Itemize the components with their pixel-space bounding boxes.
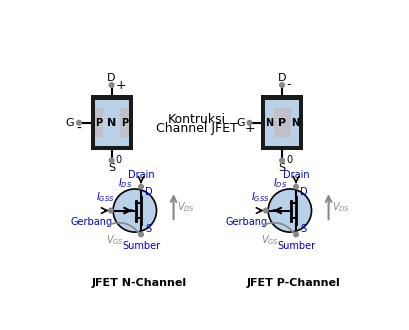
Bar [94,100,128,146]
Text: Sumber: Sumber [122,241,160,251]
FancyArrowPatch shape [108,223,138,232]
Text: JFET P-Channel: JFET P-Channel [247,278,341,287]
Circle shape [113,189,157,232]
Text: P: P [95,118,102,128]
Text: $I_{GSS}$: $I_{GSS}$ [96,191,115,204]
Circle shape [280,83,284,87]
Text: S: S [279,163,285,173]
Text: Gerbang: Gerbang [70,217,112,227]
Text: N: N [291,118,299,128]
Text: D: D [300,187,308,197]
Text: Gerbang: Gerbang [225,217,267,227]
Text: -: - [76,122,81,136]
Bar [265,108,274,137]
Text: N: N [265,118,273,128]
Text: 0: 0 [115,155,121,165]
Circle shape [139,184,143,189]
Text: $I_{DS}$: $I_{DS}$ [117,176,132,190]
Text: Channel JFET: Channel JFET [156,122,238,135]
Text: Drain: Drain [128,170,154,180]
Text: P: P [278,118,286,128]
FancyArrowPatch shape [263,223,293,232]
Text: $V_{GS}$: $V_{GS}$ [106,234,124,248]
Text: Sumber: Sumber [277,241,315,251]
Bar [120,108,128,137]
Circle shape [294,232,298,237]
Circle shape [268,189,312,232]
Text: G: G [66,118,74,128]
Bar [103,108,120,137]
Text: G: G [236,118,245,128]
Bar [291,108,299,137]
Text: +: + [244,122,255,135]
Circle shape [280,158,284,163]
Bar [265,100,299,108]
Text: P: P [121,118,128,128]
Text: JFET N-Channel: JFET N-Channel [91,278,186,287]
Text: S: S [300,224,306,234]
Bar [265,137,299,146]
Text: D: D [145,187,153,197]
Bar [91,95,133,150]
Text: $V_{DS}$: $V_{DS}$ [177,200,195,214]
Text: D: D [107,73,116,83]
Text: -: - [286,79,290,91]
Text: S: S [145,224,151,234]
Bar [261,95,303,150]
Bar [265,100,299,146]
Text: Drain: Drain [283,170,309,180]
Text: S: S [108,163,115,173]
Text: N: N [107,118,116,128]
Text: $I_{DS}$: $I_{DS}$ [272,176,287,190]
Circle shape [77,120,81,125]
Bar [274,108,291,137]
Circle shape [247,120,252,125]
Text: $V_{GS}$: $V_{GS}$ [261,234,279,248]
Text: $V_{DS}$: $V_{DS}$ [332,200,350,214]
Circle shape [108,208,113,213]
Text: Kontruksi: Kontruksi [168,113,226,126]
Text: $I_{GSS}$: $I_{GSS}$ [251,191,270,204]
Circle shape [294,184,298,189]
Bar [94,100,128,108]
Circle shape [139,232,143,237]
Bar [94,108,103,137]
Text: +: + [115,79,126,91]
Circle shape [109,158,114,163]
Circle shape [263,208,268,213]
Text: 0: 0 [286,155,292,165]
Circle shape [109,83,114,87]
Text: D: D [278,73,286,83]
Bar [94,137,128,146]
